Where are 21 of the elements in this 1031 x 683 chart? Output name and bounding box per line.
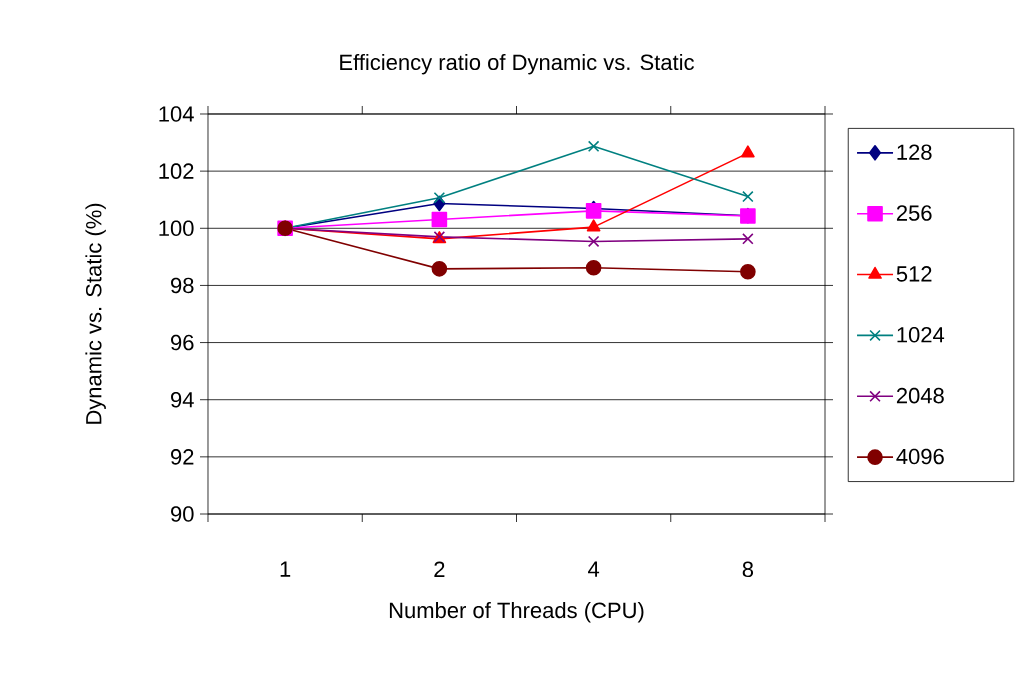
y-tick-label: 104 bbox=[159, 106, 194, 122]
legend-label: 128 bbox=[897, 144, 932, 160]
y-tick-label: 94 bbox=[171, 391, 194, 408]
y-tick-label: 100 bbox=[159, 220, 194, 237]
legend-label: 4096 bbox=[896, 448, 944, 465]
y-tick-label: 90 bbox=[171, 506, 194, 522]
y-tick-label: 102 bbox=[159, 163, 194, 179]
x-tick-label: 8 bbox=[742, 561, 754, 578]
y-tick-label: 92 bbox=[171, 449, 194, 465]
x-tick-label: 1 bbox=[280, 561, 291, 577]
x-tick-label: 4 bbox=[588, 561, 600, 577]
x-tick-label: 2 bbox=[434, 561, 445, 577]
x-axis-title: Number of Threads (CPU) bbox=[389, 601, 644, 623]
y-axis-title: Dynamic vs. Static (%) bbox=[85, 203, 106, 424]
legend-label: 256 bbox=[896, 205, 932, 221]
legend-label: 1024 bbox=[897, 326, 945, 343]
y-tick-label: 98 bbox=[171, 277, 194, 294]
legend-label: 2048 bbox=[896, 387, 944, 404]
legend-label: 512 bbox=[896, 266, 932, 282]
chart-title: Efficiency ratio of Dynamic vs. Static bbox=[340, 53, 694, 75]
y-tick-label: 96 bbox=[171, 334, 194, 351]
